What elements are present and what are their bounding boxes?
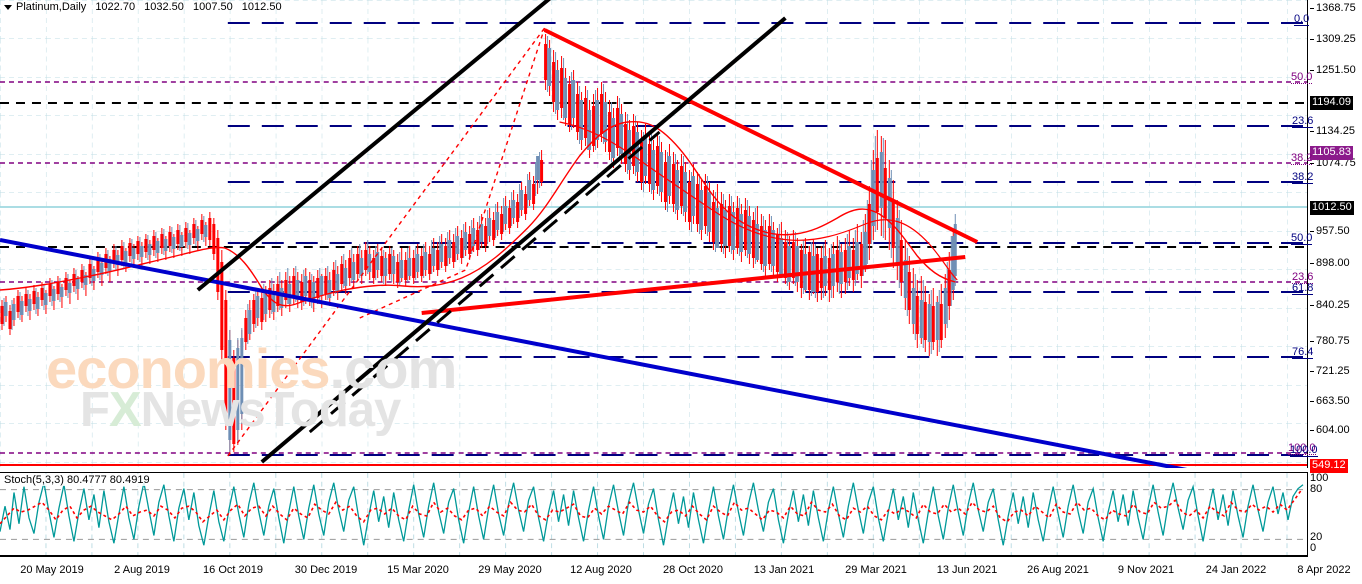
fib-tag-0: 0.0	[1294, 13, 1310, 26]
date-label: 16 Oct 2019	[203, 564, 263, 576]
price-tick: 957.50	[1310, 226, 1350, 237]
fib-lines-navy	[227, 22, 1307, 456]
blue-descending-trendline	[0, 238, 1188, 468]
price-label-support: 549.12	[1310, 459, 1348, 473]
fib-tag-2: 23.6	[1292, 115, 1314, 128]
date-label: 8 Apr 2022	[1297, 564, 1351, 576]
price-tick: 780.75	[1310, 336, 1350, 347]
price-tick: 721.25	[1310, 366, 1350, 377]
price-plot-svg	[0, 0, 1307, 468]
price-label-current: 1012.50	[1310, 201, 1354, 215]
price-axis[interactable]: 1368.75 1309.25 1251.50 1134.25 1074.75 …	[1310, 0, 1362, 468]
black-channel-lower-line	[260, 16, 787, 464]
stochastic-plot-svg	[0, 473, 1307, 555]
price-tick: 663.50	[1310, 396, 1350, 407]
date-axis[interactable]: 20 May 2019 2 Aug 2019 16 Oct 2019 30 De…	[0, 560, 1350, 584]
price-tick: 604.00	[1310, 425, 1350, 436]
moving-average-line-secondary	[559, 121, 958, 281]
black-level-lines	[0, 102, 1307, 248]
price-tick: 840.25	[1310, 300, 1350, 311]
stoch-tick-80: 80	[1310, 483, 1323, 495]
fib-tag-7: 61.8	[1292, 282, 1314, 295]
stoch-d-line	[0, 490, 1302, 525]
stochastic-pane[interactable]: Stoch(5,3,3) 80.4777 80.4919	[0, 472, 1308, 556]
price-tick: 1309.25	[1310, 34, 1356, 45]
date-label: 26 Aug 2021	[1027, 564, 1089, 576]
stochastic-caption: Stoch(5,3,3) 80.4777 80.4919	[4, 474, 153, 486]
date-label: 12 Aug 2020	[570, 564, 632, 576]
price-tick: 1251.50	[1310, 65, 1356, 76]
price-label-resistance: 1194.09	[1310, 96, 1353, 110]
fib-tag-10: 100.0	[1290, 444, 1318, 457]
moving-average-line	[0, 120, 956, 307]
date-label: 2 Aug 2019	[114, 564, 170, 576]
fib-tag-6: 23.6	[1292, 271, 1314, 284]
date-label: 24 Jan 2022	[1205, 564, 1267, 576]
date-label: 15 Mar 2020	[387, 564, 449, 576]
red-descending-trendline	[543, 28, 979, 244]
date-label: 30 Dec 2019	[294, 564, 358, 576]
stochastic-axis: 100 80 20 0	[1310, 472, 1362, 556]
stoch-tick-100: 100	[1310, 472, 1329, 484]
stoch-tick-20: 20	[1310, 531, 1323, 543]
fib-tag-3: 38.2	[1291, 152, 1313, 165]
date-label: 29 Mar 2021	[845, 564, 907, 576]
price-label-fib: 1105.83	[1310, 146, 1353, 160]
date-label: 9 Nov 2021	[1117, 564, 1175, 576]
stoch-tick-0: 0	[1310, 542, 1317, 554]
stoch-k-line	[0, 482, 1304, 546]
fib-tag-8: 76.4	[1292, 346, 1314, 359]
fib-tag-1: 50.0	[1291, 71, 1313, 84]
axis-bottom-rule	[0, 556, 1308, 557]
date-label: 13 Jun 2021	[936, 564, 998, 576]
price-tick: 1368.75	[1310, 3, 1356, 14]
date-label: 20 May 2019	[20, 564, 84, 576]
date-label: 28 Oct 2020	[663, 564, 723, 576]
price-tick: 1074.75	[1310, 158, 1356, 169]
price-tick: 1134.25	[1310, 126, 1355, 137]
fib-tag-5: 50.0	[1291, 232, 1313, 245]
black-channel-midline	[308, 130, 661, 434]
price-tick: 898.00	[1310, 258, 1350, 269]
stoch-caption-text: Stoch(5,3,3) 80.4777 80.4919	[4, 474, 150, 486]
fib-tag-9: 100.0	[1288, 442, 1316, 455]
date-label: 29 May 2020	[478, 564, 542, 576]
red-dotted-impulse-line	[227, 27, 546, 457]
stoch-bands	[0, 489, 1307, 540]
stoch-grid	[45, 473, 1288, 555]
fib-tag-4: 38.2	[1292, 171, 1314, 184]
date-label: 13 Jan 2021	[753, 564, 815, 576]
black-channel-upper-line	[196, 0, 552, 292]
price-chart-pane[interactable]: economies.com FXNewsToday	[0, 0, 1308, 468]
red-ascending-trendline	[421, 255, 966, 315]
